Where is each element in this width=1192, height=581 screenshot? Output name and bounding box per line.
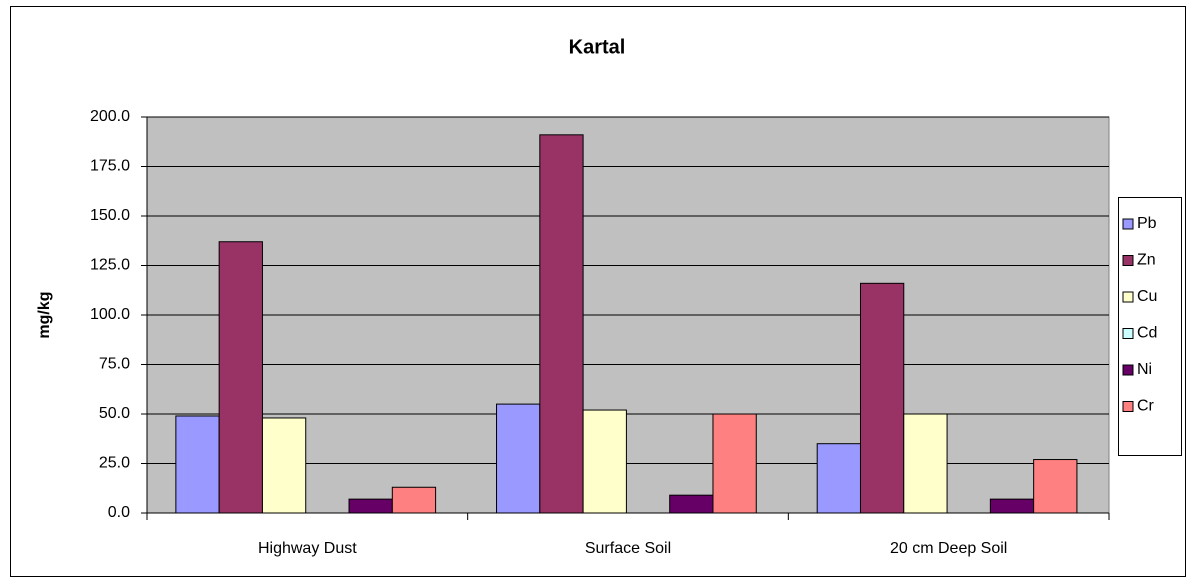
legend-swatch: [1122, 218, 1134, 230]
legend-swatch: [1122, 364, 1134, 376]
x-tick-label: Surface Soil: [585, 540, 671, 557]
bar: [175, 415, 220, 514]
y-tick-label: 25.0: [99, 455, 130, 472]
y-tick-label: 100.0: [90, 306, 130, 323]
x-tick-label: Highway Dust: [258, 540, 357, 557]
legend-swatch: [1122, 401, 1134, 412]
legend-label: Ni: [1137, 361, 1152, 378]
bar: [859, 282, 905, 514]
legend-swatch: [1122, 328, 1134, 339]
legend-label: Cd: [1137, 325, 1157, 342]
y-tick-label: 200.0: [90, 108, 130, 125]
bar: [218, 241, 263, 514]
bar: [391, 486, 437, 514]
bar: [348, 498, 393, 514]
bar: [496, 403, 541, 514]
y-tick-label: 0.0: [108, 504, 130, 521]
legend-swatch: [1122, 291, 1134, 303]
bar: [989, 498, 1035, 514]
bar: [539, 134, 584, 514]
y-tick-label: 175.0: [90, 158, 130, 175]
bar: [669, 494, 714, 514]
y-tick-label: 150.0: [90, 207, 130, 224]
bar: [903, 413, 948, 514]
y-tick-label: 75.0: [99, 356, 130, 373]
legend-label: Pb: [1137, 215, 1157, 232]
bar: [712, 413, 757, 514]
legend-label: Zn: [1137, 252, 1156, 269]
bar: [582, 409, 627, 514]
chart-title: Kartal: [569, 36, 626, 58]
x-tick-label: 20 cm Deep Soil: [890, 540, 1007, 557]
bar: [1033, 459, 1078, 514]
y-axis-label: mg/kg: [36, 291, 53, 338]
legend-box: [1118, 197, 1182, 456]
legend-label: Cr: [1137, 398, 1155, 415]
y-tick-label: 50.0: [99, 405, 130, 422]
legend-label: Cu: [1137, 288, 1157, 305]
y-tick-label: 125.0: [90, 257, 130, 274]
legend-swatch: [1122, 255, 1134, 266]
bar: [261, 417, 307, 514]
bar: [816, 443, 861, 514]
